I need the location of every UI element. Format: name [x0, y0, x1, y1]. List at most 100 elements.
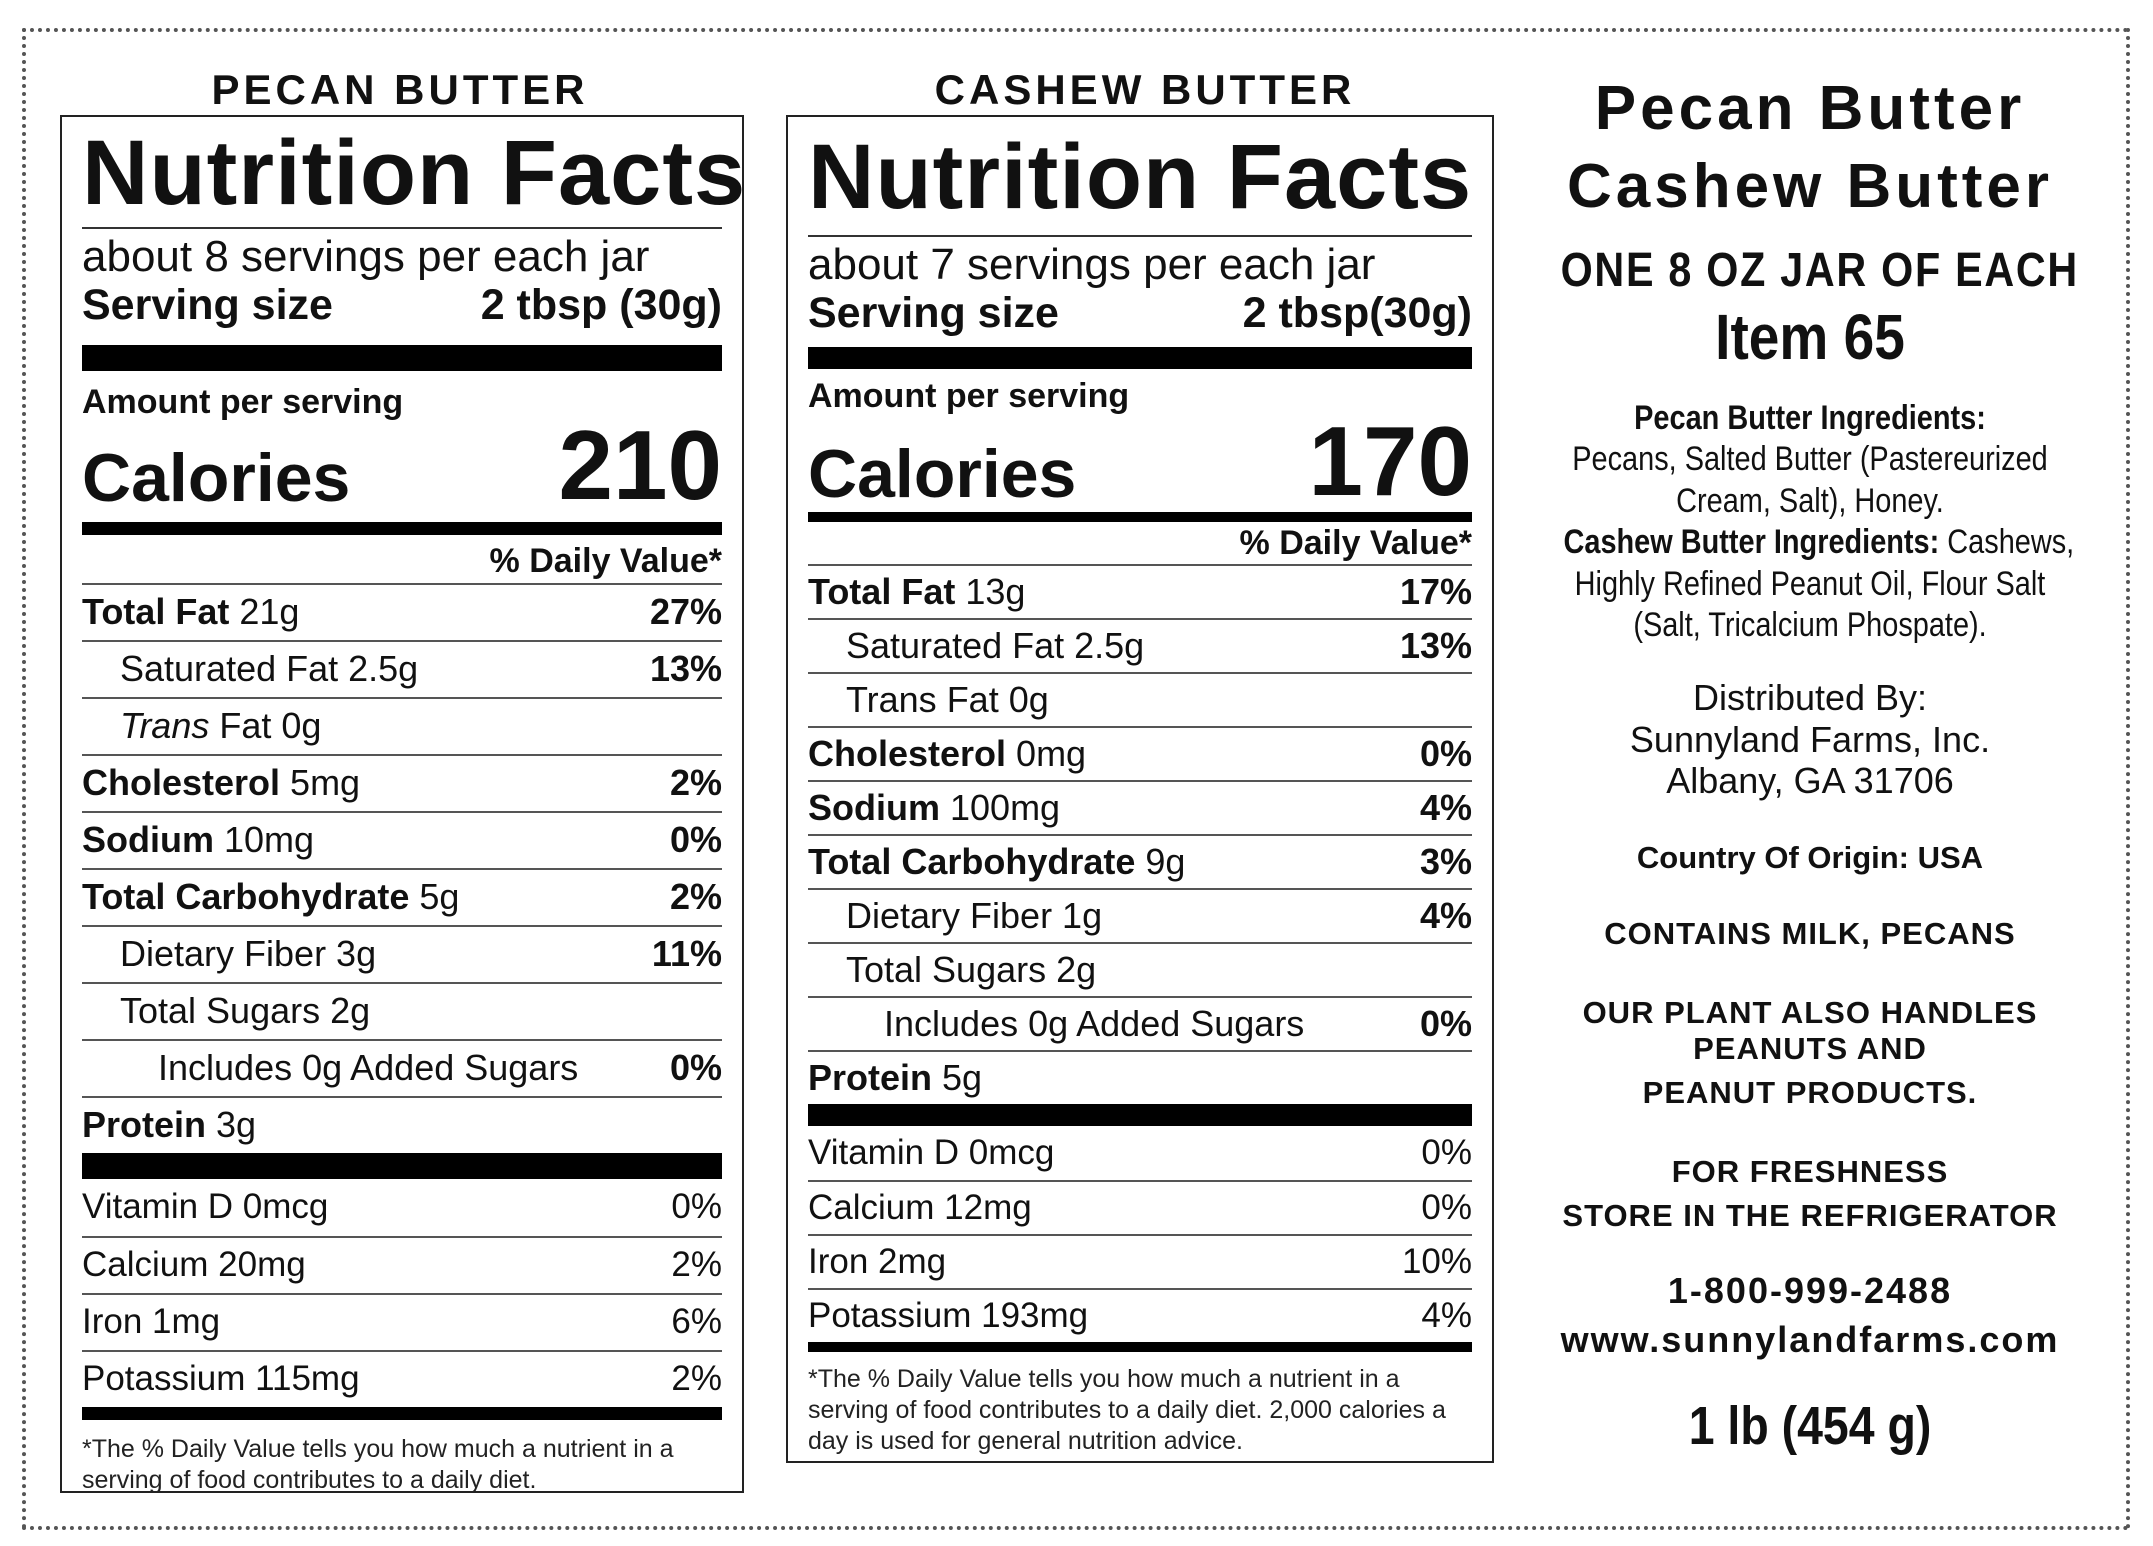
serving-size-label: Serving size: [808, 289, 1059, 338]
storage-line: FOR FRESHNESS: [1671, 1153, 1949, 1189]
nutrient-daily-value: 17%: [1399, 570, 1472, 612]
thick-divider: [808, 346, 1472, 369]
nutrient-amount: 3g: [206, 1104, 257, 1146]
nutrient-amount: 0mg: [1006, 732, 1087, 774]
vitamin-label: Potassium 193mg: [808, 1295, 1089, 1335]
footnote-line: day is used for general nutrition advice…: [808, 1427, 1243, 1456]
nutrient-row: Sodium 10mg 0%: [82, 810, 722, 868]
daily-value-header: % Daily Value*: [489, 541, 722, 580]
medium-divider: [82, 1406, 722, 1420]
nutrient-label: Trans Fat 0g: [808, 679, 1049, 721]
ingredients-line: Cream, Salt), Honey.: [1676, 481, 1944, 520]
vitamin-row: Iron 1mg 6%: [82, 1292, 722, 1350]
vitamin-row: Potassium 193mg 4%: [808, 1287, 1472, 1342]
nutrient-label: Protein 5g: [808, 1057, 982, 1099]
product-name-pecan: Pecan Butter: [1594, 74, 2026, 143]
nutrient-name: Sodium: [808, 786, 940, 828]
vitamin-daily-value: 4%: [1421, 1295, 1472, 1335]
thick-divider: [808, 1103, 1472, 1126]
nutrient-label: Total Fat 13g: [808, 571, 1025, 613]
nutrient-row: Cholesterol 5mg 2%: [82, 753, 722, 811]
plant-line: PEANUTS AND: [1693, 1030, 1927, 1066]
website-link[interactable]: www.sunnylandfarms.com: [1560, 1319, 2060, 1361]
medium-divider: [808, 1341, 1472, 1352]
nutrient-daily-value: 0%: [669, 1047, 722, 1089]
pecan-ingredients: Pecan Butter Ingredients: Pecans, Salted…: [1563, 398, 2075, 647]
distributed-by-label: Distributed By:: [1692, 676, 1928, 718]
nutrient-label: Dietary Fiber 3g: [82, 933, 376, 975]
nutrient-amount: Includes 0g Added Sugars: [158, 1047, 579, 1089]
vitamin-label: Iron 1mg: [82, 1302, 221, 1342]
nutrient-name: Cholesterol: [808, 732, 1007, 774]
product-name-cashew: Cashew Butter: [1566, 151, 2054, 221]
vitamin-row: Vitamin D 0mcg 0%: [82, 1179, 722, 1236]
nutrient-row: Saturated Fat 2.5g 13%: [82, 639, 722, 697]
nutrient-name-italic: Trans: [120, 705, 210, 747]
nutrient-rows: Total Fat 13g 17% Saturated Fat 2.5g 13% Tra…: [808, 563, 1472, 1104]
plant-line: OUR PLANT ALSO HANDLES: [1582, 994, 2038, 1030]
cashew-heading: CASHEW BUTTER: [934, 66, 1356, 113]
nutrient-label: Includes 0g Added Sugars: [808, 1003, 1304, 1045]
nutrient-daily-value: 13%: [649, 648, 722, 690]
nutrient-label: Saturated Fat 2.5g: [82, 648, 418, 690]
storage-instructions: FOR FRESHNESS STORE IN THE REFRIGERATOR: [1520, 1150, 2100, 1240]
nutrient-row: Protein 3g: [82, 1095, 722, 1153]
pecan-heading: PECAN BUTTER: [211, 66, 589, 113]
jar-note: ONE 8 OZ JAR OF EACH: [1560, 244, 2079, 297]
nutrient-name: Total Carbohydrate: [82, 876, 410, 918]
nutrient-row: Total Sugars 2g: [82, 981, 722, 1039]
plant-line: PEANUT PRODUCTS.: [1642, 1075, 1978, 1111]
vitamin-row: Iron 2mg 10%: [808, 1233, 1472, 1288]
nutrient-name: Total Fat: [808, 570, 956, 612]
pecan-ingredients-label: Pecan Butter Ingredients:: [1634, 399, 1986, 437]
allergen-statement: CONTAINS MILK, PECANS: [1604, 916, 2016, 952]
nutrient-daily-value: 4%: [1419, 786, 1472, 828]
nutrient-row: Total Carbohydrate 9g 3%: [808, 833, 1472, 888]
nutrient-label: Sodium 10mg: [82, 819, 314, 861]
footnote-line: serving of food contributes to a daily d…: [808, 1396, 1446, 1425]
calories-row: Calories 170: [808, 405, 1472, 516]
vitamin-label: Potassium 115mg: [82, 1359, 360, 1399]
nutrient-label: Total Carbohydrate 5g: [82, 876, 459, 918]
pecan-nutrition-panel: Nutrition Facts about 8 servings per eac…: [60, 115, 745, 1494]
company-name: Sunnyland Farms, Inc.: [1629, 718, 1991, 760]
nutrient-label: Total Sugars 2g: [808, 949, 1096, 991]
nutrient-name: Total Carbohydrate: [808, 840, 1136, 882]
nutrient-row: Cholesterol 0mg 0%: [808, 725, 1472, 780]
nutrient-row: Total Fat 21g 27%: [82, 582, 722, 640]
nutrient-amount: Dietary Fiber 3g: [120, 933, 377, 975]
nutrient-rows: Total Fat 21g 27% Saturated Fat 2.5g 13% Tra…: [82, 582, 722, 1153]
vitamin-daily-value: 2%: [671, 1359, 722, 1399]
vitamin-label: Calcium 12mg: [808, 1187, 1032, 1227]
company-address: Albany, GA 31706: [1666, 760, 1954, 802]
vitamin-label: Calcium 20mg: [82, 1245, 306, 1285]
item-number: Item 65: [1715, 301, 1905, 373]
nutrient-amount: 13g: [955, 570, 1026, 612]
nutrient-amount: 10mg: [214, 819, 315, 861]
ingredients-line: (Salt, Tricalcium Phospate).: [1633, 606, 1987, 645]
cashew-ingredients-label: Cashew Butter Ingredients:: [1563, 523, 1940, 562]
nutrient-row: Dietary Fiber 1g 4%: [808, 887, 1472, 942]
contact: 1-800-999-2488 www.sunnylandfarms.com: [1520, 1267, 2100, 1364]
footnote: *The % Daily Value tells you how much a …: [82, 1434, 722, 1497]
nutrient-daily-value: 13%: [1399, 624, 1472, 666]
thick-divider: [82, 1152, 722, 1179]
nutrient-amount: 21g: [229, 591, 300, 633]
nutrient-amount: Includes 0g Added Sugars: [884, 1002, 1305, 1044]
product-info: Pecan Butter Cashew Butter ONE 8 OZ JAR …: [1520, 70, 2100, 1457]
nutrient-row: Includes 0g Added Sugars 0%: [82, 1038, 722, 1096]
nutrient-amount: Trans Fat 0g: [846, 678, 1049, 720]
nutrient-amount: 5mg: [280, 762, 361, 804]
nutrient-daily-value: 0%: [669, 819, 722, 861]
nutrient-daily-value: 2%: [669, 876, 722, 918]
calories-label: Calories: [808, 435, 1077, 512]
plant-statement: OUR PLANT ALSO HANDLES PEANUTS AND PEANU…: [1520, 993, 2100, 1114]
footnote-line: serving of food contributes to a daily d…: [82, 1466, 537, 1495]
vitamin-daily-value: 6%: [671, 1302, 722, 1342]
vitamin-row: Vitamin D 0mcg 0%: [808, 1126, 1472, 1180]
calories-value: 170: [1308, 405, 1472, 516]
nutrient-name: Protein: [82, 1104, 207, 1146]
nutrient-label: Total Carbohydrate 9g: [808, 841, 1185, 883]
phone-number: 1-800-999-2488: [1667, 1270, 1953, 1312]
amount-per-serving: Amount per serving: [808, 376, 1130, 415]
